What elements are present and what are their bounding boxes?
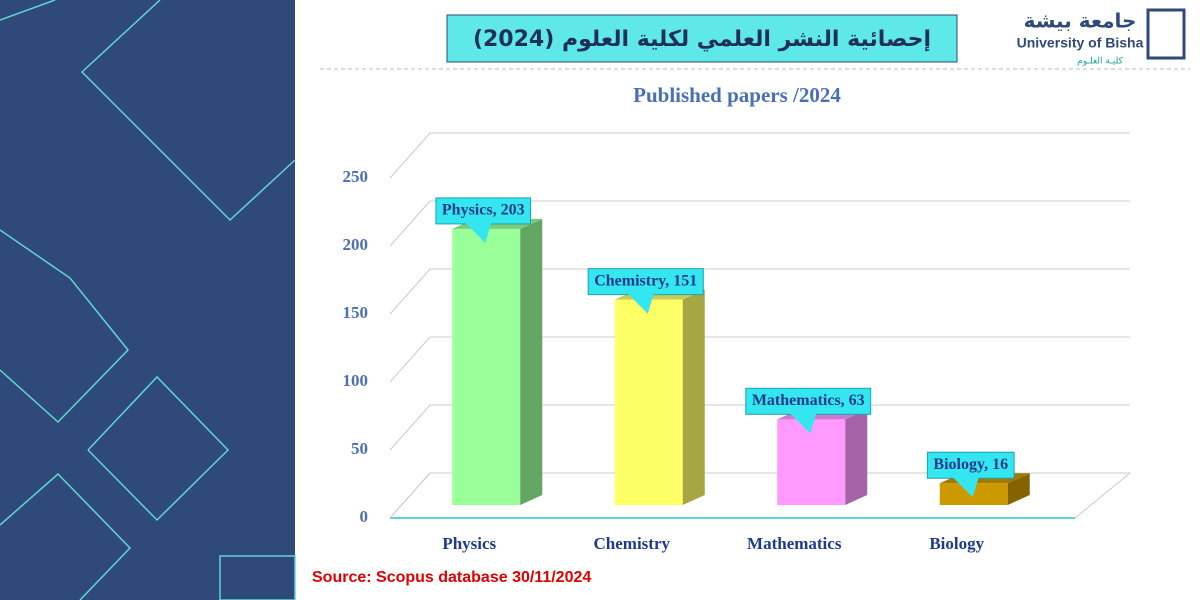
logo-arabic: جامعة بيشة [1024,9,1137,33]
grid-diagonal [389,472,431,519]
grid-diagonal [389,132,431,179]
y-tick-label: 200 [343,235,369,254]
x-tick-label: Mathematics [747,534,842,553]
data-label-pointer [627,293,654,314]
data-label: Chemistry, 151 [594,272,697,289]
y-tick-label: 100 [343,371,369,390]
bar [452,228,521,506]
data-label-box [587,268,704,296]
y-tick-label: 50 [351,439,368,458]
grid-diagonal [389,200,431,247]
grid-diagonal [389,404,431,451]
bar-side [1007,473,1030,505]
side-decor [0,0,296,600]
x-tick-label: Biology [929,534,984,553]
bar [614,299,683,505]
x-tick-label: Physics [442,534,496,553]
data-label: Biology, 16 [933,456,1008,473]
bar-side [520,218,543,506]
logo-emblem [1146,8,1186,60]
data-label-box [926,451,1015,479]
logo-college: كليـة العلـوم [1077,57,1123,67]
data-label-pointer [952,477,979,498]
y-tick-label: 150 [343,303,369,322]
data-label: Mathematics, 63 [752,392,865,409]
logo: جامعة بيشة University of Bisha كليـة الع… [1017,8,1186,67]
chart-title: Published papers /2024 [633,83,841,107]
data-label-pointer [465,222,492,243]
data-label-box [435,197,532,225]
side-panel [0,0,295,600]
data-label-pointer [790,413,817,434]
bar-side [845,409,868,505]
y-tick-label: 0 [360,507,369,526]
data-label: Physics, 203 [442,202,525,219]
x-tick-label: Chemistry [594,534,671,553]
bar [777,419,846,505]
data-label-box [745,387,872,415]
title-banner [446,14,958,63]
bar-side [682,289,705,505]
logo-english: University of Bisha [1017,35,1144,51]
bar [939,483,1008,505]
grid-diagonal [389,268,431,315]
page-title: إحصائية النشر العلمي لكلية العلوم (2024) [473,27,931,52]
y-tick-label: 250 [343,167,369,186]
grid-diagonal [389,336,431,383]
chart: 0 50 100 150 200 250 Physics Physics, 203 Chemis… [343,132,1132,553]
source-note: Source: Scopus database 30/11/2024 [312,569,591,586]
